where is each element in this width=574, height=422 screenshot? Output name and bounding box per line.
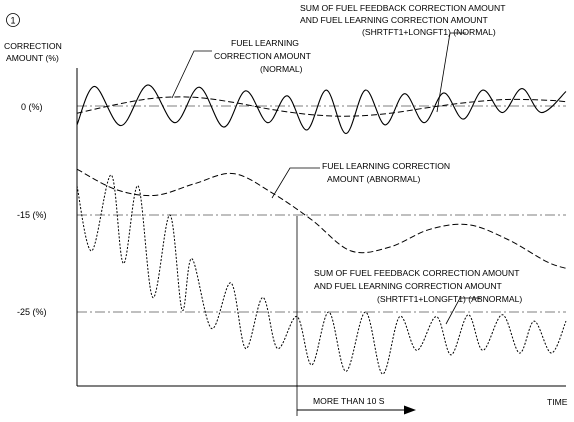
annotation-sum-abnormal-line-2: AND FUEL LEARNING CORRECTION AMOUNT xyxy=(314,281,503,291)
duration-label: MORE THAN 10 S xyxy=(313,396,385,406)
leader-learning-abnormal xyxy=(271,167,320,199)
series-learning-abnormal xyxy=(76,168,567,269)
reference-lines xyxy=(77,105,566,313)
series-sum-abnormal xyxy=(76,174,567,375)
leader-learning-normal xyxy=(171,50,212,99)
leader-sum-abnormal xyxy=(445,297,480,325)
figure-marker-number: 1 xyxy=(10,15,15,25)
annotation-learning-normal-line-2: CORRECTION AMOUNT xyxy=(214,51,312,61)
y-axis-label-line-2: AMOUNT (%) xyxy=(6,53,59,63)
annotation-learning-abnormal-line-2: AMOUNT (ABNORMAL) xyxy=(327,174,421,184)
annotation-sum-abnormal-line-1: SUM OF FUEL FEEDBACK CORRECTION AMOUNT xyxy=(314,268,520,278)
annotation-learning-normal-line-3: (NORMAL) xyxy=(260,64,303,74)
annotation-learning-normal-line-1: FUEL LEARNING xyxy=(231,38,299,48)
y-axis-label-line-1: CORRECTION xyxy=(4,41,62,51)
annotation-learning-abnormal-line-1: FUEL LEARNING CORRECTION xyxy=(322,161,450,171)
y-tick-label-minus-25: -25 (%) xyxy=(17,307,47,317)
annotation-sum-normal-line-3: (SHRTFT1+LONGFT1) (NORMAL) xyxy=(362,27,496,37)
annotation-sum-normal-line-2: AND FUEL LEARNING CORRECTION AMOUNT xyxy=(300,15,489,25)
annotation-sum-abnormal-line-3: (SHRTFT1+LONGFT1) (ABNORMAL) xyxy=(377,294,522,304)
annotation-sum-normal-line-1: SUM OF FUEL FEEDBACK CORRECTION AMOUNT xyxy=(300,3,506,13)
duration-arrow-head xyxy=(404,405,416,415)
leader-sum-normal xyxy=(436,32,466,113)
x-axis-label: TIME xyxy=(547,397,568,407)
y-tick-label-minus-15: -15 (%) xyxy=(17,210,47,220)
figure-marker-circle xyxy=(6,13,20,27)
series-learning-normal xyxy=(76,96,567,117)
y-tick-label-0: 0 (%) xyxy=(21,102,43,112)
series-layer xyxy=(76,84,567,375)
series-sum-normal xyxy=(76,84,567,135)
